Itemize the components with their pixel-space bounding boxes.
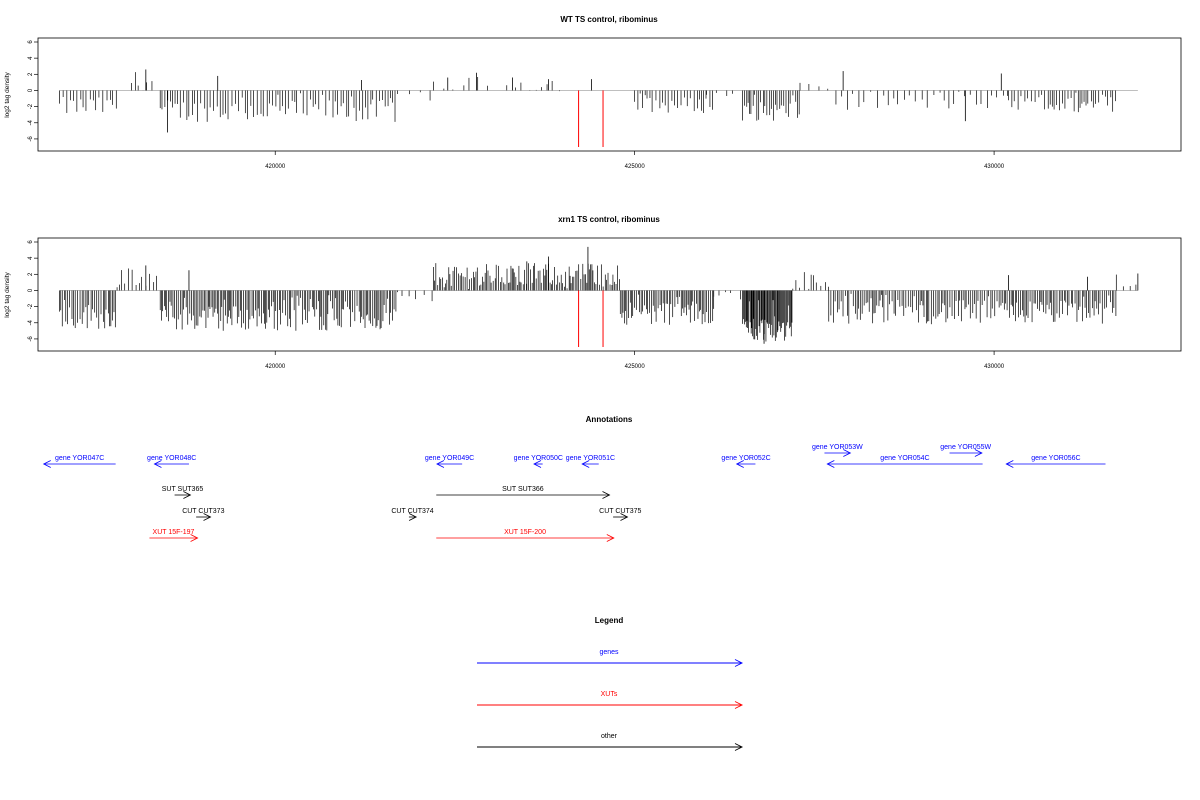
legend-label: XUTs <box>601 691 618 698</box>
xrn1-bars <box>59 246 1139 347</box>
wt-y-tick-label: 0 <box>28 88 34 92</box>
wt-panel-title: WT TS control, ribominus <box>560 15 658 24</box>
wt-bars <box>59 69 1138 147</box>
legend-arrowhead <box>734 743 744 751</box>
feature-arrowhead <box>436 460 445 468</box>
xrn1-y-tick-label: -4 <box>28 319 34 325</box>
feature-label: CUT CUT373 <box>182 508 224 515</box>
xrn1-y-tick-label: -6 <box>28 336 34 342</box>
feature-arrowhead <box>620 513 629 521</box>
wt-plot-frame <box>37 37 1182 152</box>
legend-arrowhead <box>734 701 744 709</box>
legend-label: other <box>601 733 618 740</box>
wt-y-tick-label: -4 <box>28 119 34 125</box>
xrn1-plot-frame <box>37 237 1182 352</box>
feature-arrowhead <box>606 534 615 542</box>
feature-label: gene YOR053W <box>812 444 863 451</box>
annotation-features: gene YOR047C gene YOR048C gene YOR049C gene… <box>42 444 1106 542</box>
feature-arrowhead <box>602 491 611 499</box>
wt-track-panel: WT TS control, ribominus log2 tag densit… <box>4 15 1182 170</box>
xrn1-y-tick-label: 6 <box>28 240 34 244</box>
feature-arrowhead <box>843 449 852 457</box>
xrn1-y-tick-label: 0 <box>28 288 34 292</box>
xrn1-axes: -6 -4 -2 0 2 4 6 420000 425000 430000 <box>28 240 1005 370</box>
annotations-title: Annotations <box>586 415 633 424</box>
wt-axes: -6 -4 -2 0 2 4 6 420000 425000 430000 <box>28 40 1005 170</box>
wt-y-tick-label: 6 <box>28 40 34 44</box>
wt-y-tick-label: 4 <box>28 56 34 60</box>
feature-arrowhead <box>1005 460 1014 468</box>
wt-y-tick-label: -2 <box>28 103 34 109</box>
wt-x-tick-label: 420000 <box>265 164 286 170</box>
feature-arrowhead <box>153 460 162 468</box>
legend-items: genes XUTs other <box>477 649 744 751</box>
xrn1-x-tick-label: 430000 <box>984 364 1005 370</box>
feature-label: gene YOR050C <box>514 455 563 462</box>
xrn1-y-tick-label: -2 <box>28 303 34 309</box>
wt-y-tick-label: -6 <box>28 136 34 142</box>
annotations-panel: Annotations gene YOR047C gene YOR048C gene… <box>42 415 1106 542</box>
feature-arrowhead <box>974 449 983 457</box>
feature-label: gene YOR056C <box>1031 455 1080 462</box>
feature-label: gene YOR054C <box>880 455 929 462</box>
wt-x-tick-label: 430000 <box>984 164 1005 170</box>
xrn1-y-axis-label: log2 tag density <box>4 271 11 317</box>
feature-label: XUT 15F-197 <box>153 529 195 536</box>
xrn1-track-panel: xrn1 TS control, ribominus log2 tag dens… <box>4 215 1182 370</box>
legend-label: genes <box>599 649 619 656</box>
feature-label: gene YOR049C <box>425 455 474 462</box>
feature-label: gene YOR047C <box>55 455 104 462</box>
wt-y-axis-label: log2 tag density <box>4 71 11 117</box>
feature-arrowhead <box>533 460 542 468</box>
feature-label: gene YOR055W <box>940 444 991 451</box>
feature-label: XUT 15F-200 <box>504 529 546 536</box>
feature-label: gene YOR048C <box>147 455 196 462</box>
feature-label: SUT SUT366 <box>502 486 544 493</box>
feature-arrowhead <box>735 460 744 468</box>
wt-x-tick-label: 425000 <box>625 164 646 170</box>
feature-arrowhead <box>408 513 418 521</box>
feature-arrowhead <box>581 460 590 468</box>
legend-panel: Legend genes XUTs other <box>477 616 744 751</box>
xrn1-x-tick-label: 420000 <box>265 364 286 370</box>
feature-label: gene YOR052C <box>721 455 770 462</box>
xrn1-y-tick-label: 4 <box>28 256 34 260</box>
xrn1-panel-title: xrn1 TS control, ribominus <box>558 215 660 224</box>
xrn1-x-tick-label: 425000 <box>625 364 646 370</box>
feature-label: CUT CUT374 <box>391 508 433 515</box>
feature-label: gene YOR051C <box>566 455 615 462</box>
feature-label: SUT SUT365 <box>162 486 204 493</box>
feature-arrowhead <box>183 491 192 499</box>
feature-arrowhead <box>826 460 835 468</box>
legend-arrowhead <box>734 659 744 667</box>
xrn1-y-tick-label: 2 <box>28 272 34 276</box>
feature-arrowhead <box>42 460 51 468</box>
legend-title: Legend <box>595 616 624 625</box>
feature-arrowhead <box>203 513 212 521</box>
feature-arrowhead <box>190 534 199 542</box>
feature-label: CUT CUT375 <box>599 508 641 515</box>
wt-y-tick-label: 2 <box>28 72 34 76</box>
